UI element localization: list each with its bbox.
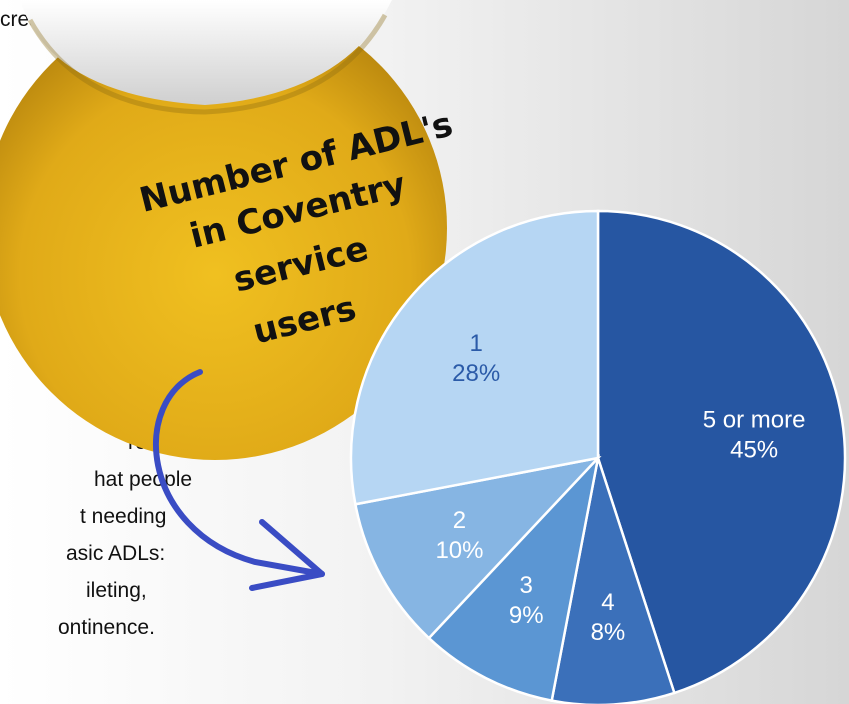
sticker-disc	[0, 0, 447, 460]
pie-slice	[596, 209, 847, 695]
pie-slice	[550, 457, 676, 704]
slice-value-label: 9%	[509, 602, 544, 629]
slice-value-label: 28%	[452, 360, 500, 387]
sticker	[0, 0, 447, 460]
slice-category: 1	[470, 330, 483, 357]
pie-slice	[349, 209, 600, 506]
body-line: ileting,	[86, 579, 147, 602]
body-line: t needing	[80, 505, 166, 528]
slice-value-label: 10%	[435, 537, 483, 564]
sticker-curl	[20, 0, 392, 105]
body-line: hat people	[94, 468, 192, 491]
arrow-head	[249, 519, 325, 591]
arrow	[152, 369, 325, 577]
body-line: asic ADLs:	[66, 542, 165, 565]
pie-slice	[427, 454, 601, 703]
pie: 5 or more 45% 4 8% 3 9% 2 10% 1 28%	[349, 209, 847, 704]
slice-category: 2	[453, 507, 466, 534]
curl-shadow	[27, 13, 388, 115]
slice-value-label: 45%	[730, 436, 778, 463]
body-line: ontinence.	[58, 616, 155, 639]
slice-value-label: 8%	[591, 619, 626, 646]
slice-category: 5 or more	[703, 406, 806, 433]
slice-category: 4	[601, 589, 614, 616]
pie-slice	[353, 456, 602, 640]
slice-category: 3	[520, 572, 533, 599]
